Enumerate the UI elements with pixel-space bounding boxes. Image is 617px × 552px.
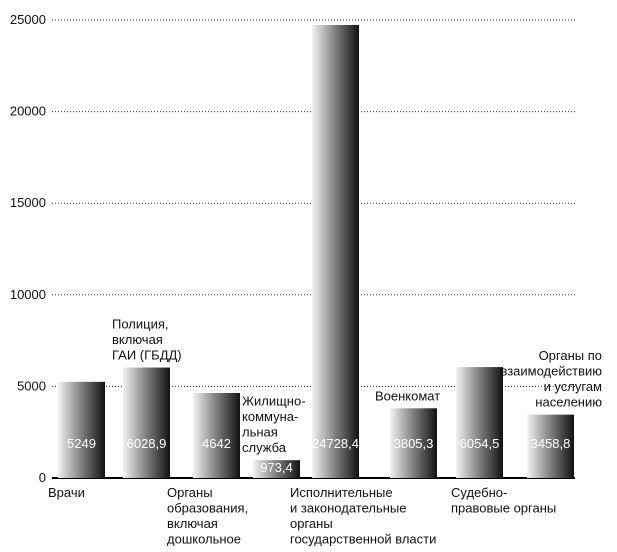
- bar-value-label: 6028,9: [127, 436, 167, 451]
- bar-value-label: 3458,8: [531, 436, 571, 451]
- category-label: Полиция, включая ГАИ (ГБДД): [112, 317, 182, 363]
- bar: [123, 367, 170, 478]
- y-tick-label: 5000: [17, 378, 46, 393]
- y-tick-label: 15000: [10, 195, 46, 210]
- category-label: Жилищно-коммуна-льная служба: [242, 394, 306, 456]
- category-label: Органыобразования,включаядошкольноевоспи…: [167, 485, 248, 552]
- bars: 5249 6028,9 4642 973,4 24728,4 3805,3 6054,5 34…: [58, 24, 574, 479]
- bar-value-label: 4642: [202, 436, 231, 451]
- bar: [390, 408, 437, 478]
- bar: [456, 367, 503, 478]
- category-label: Военкомат: [375, 388, 440, 403]
- bar-value-label: 3805,3: [394, 436, 434, 451]
- y-tick-label: 10000: [10, 287, 46, 302]
- category-label: Судебно-правовые органы: [451, 485, 556, 516]
- y-axis-ticks: 0 5000 10000 15000 20000 25000: [10, 12, 46, 485]
- bar: [193, 392, 240, 478]
- bar-value-label: 24728,4: [312, 436, 359, 451]
- bar: [527, 414, 574, 478]
- category-labels: Врачи Полиция, включая ГАИ (ГБДД) Органы обра…: [48, 317, 602, 552]
- category-label: Органы по взаимодействию и услугам населени…: [500, 348, 602, 410]
- y-tick-label: 25000: [10, 12, 46, 27]
- bar-value-label: 973,4: [260, 460, 293, 475]
- bar-value-label: 6054,5: [460, 436, 500, 451]
- category-label: Врачи: [48, 485, 85, 500]
- bar: [253, 460, 300, 478]
- y-tick-label: 0: [39, 470, 46, 485]
- bar: [58, 381, 105, 478]
- category-label: Исполнительные и законодательные органы гос…: [290, 485, 436, 547]
- bar: [312, 24, 359, 479]
- bar-value-label: 5249: [67, 436, 96, 451]
- y-tick-label: 20000: [10, 104, 46, 119]
